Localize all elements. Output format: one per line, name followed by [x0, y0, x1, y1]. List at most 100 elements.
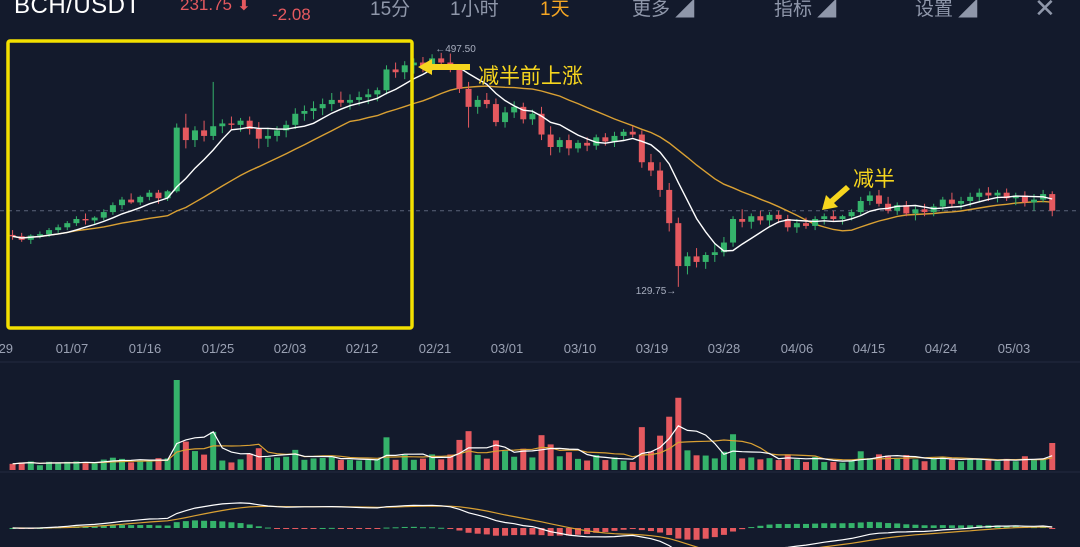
macd-bar [793, 523, 800, 528]
candle [474, 99, 481, 107]
x-tick-label: 03/19 [636, 341, 669, 356]
candle [520, 106, 527, 120]
candle [830, 216, 837, 219]
macd-bar [775, 523, 782, 528]
macd-bar [419, 527, 426, 529]
volume-bar [119, 458, 125, 470]
tab-indicators[interactable]: 指标 ◢ [774, 0, 837, 20]
volume-bar [967, 459, 974, 470]
macd-bar [629, 528, 636, 530]
candle [210, 126, 217, 136]
candle [1003, 192, 1010, 199]
candle [356, 97, 363, 100]
candle [429, 58, 436, 67]
volume-bar [456, 439, 463, 470]
tab-15min[interactable]: 15分 [370, 0, 411, 20]
volume-bar [292, 449, 299, 470]
x-tick-label: 05/03 [998, 341, 1031, 356]
x-tick-label: 01/07 [56, 341, 89, 356]
volume-bar [383, 437, 390, 470]
candle [492, 104, 499, 123]
volume-bar [27, 461, 34, 470]
volume-bar [255, 448, 262, 470]
candle [675, 223, 682, 267]
candle [866, 195, 873, 201]
volume-bar [82, 463, 89, 470]
candle [137, 196, 144, 203]
volume-bar [757, 459, 764, 470]
volume-bar [866, 458, 873, 470]
volume-bar [912, 459, 919, 470]
macd-bar [347, 528, 353, 529]
candle [885, 203, 892, 211]
volume-bar [994, 461, 1001, 470]
macd-bar [757, 525, 764, 528]
candle [821, 216, 828, 219]
macd-bar [803, 523, 809, 528]
volume-bar [529, 457, 536, 470]
macd-bar [875, 522, 882, 528]
close-icon[interactable]: ✕ [1034, 0, 1056, 24]
volume-bar [766, 458, 773, 470]
candle [347, 99, 353, 103]
candle [73, 219, 80, 224]
macd-bar [976, 525, 983, 528]
volume-bar [593, 455, 600, 470]
candle [483, 99, 490, 105]
volume-bar [191, 451, 198, 470]
macd-bar [967, 525, 974, 528]
candle [766, 214, 773, 221]
tab-1hour[interactable]: 1小时 [450, 0, 499, 20]
macd-bar [766, 524, 773, 528]
macd-bar [283, 528, 290, 529]
candle [82, 219, 89, 221]
macd-bar [137, 525, 144, 528]
candle [720, 242, 727, 253]
volume-bar [283, 456, 290, 470]
candle [191, 130, 198, 141]
candle [36, 234, 43, 236]
macd-bar [638, 528, 645, 531]
volume-bar [575, 458, 581, 470]
candle [593, 137, 600, 146]
tab-settings[interactable]: 设置 ◢ [915, 0, 978, 20]
macd-bar [830, 523, 837, 528]
candle [994, 192, 1001, 196]
candle [857, 201, 864, 213]
macd-bar [191, 520, 198, 528]
macd-bar [492, 528, 499, 536]
macd-bar [657, 528, 664, 533]
macd-bar [748, 527, 755, 529]
candle [100, 212, 107, 218]
macd-bar [821, 523, 828, 528]
candle [1031, 199, 1037, 203]
macd-bar [155, 525, 162, 528]
macd-bar [383, 527, 390, 529]
macd-bar [930, 525, 937, 528]
macd-bar [912, 524, 919, 528]
volume-bar [356, 460, 363, 470]
macd-bar [739, 528, 746, 530]
volume-bar [73, 461, 80, 470]
tab-more[interactable]: 更多 ◢ [632, 0, 695, 20]
volume-bar [219, 460, 226, 470]
x-tick-label: 01/16 [129, 341, 162, 356]
candle [967, 196, 974, 201]
candle [310, 108, 317, 111]
candle [283, 124, 290, 131]
pair-symbol: BCH/USDT [14, 0, 141, 19]
macd-bar [556, 528, 563, 536]
macd-bar [164, 525, 171, 528]
volume-bar [848, 460, 855, 470]
high-price-label: ←497.50 [435, 44, 476, 55]
macd-bar [675, 528, 682, 539]
volume-bar [803, 461, 809, 470]
volume-bar [155, 458, 162, 470]
macd-bar [119, 525, 125, 528]
low-price-label: 129.75→ [636, 286, 677, 297]
volume-bar [748, 457, 755, 470]
tab-1day[interactable]: 1天 [540, 0, 570, 20]
macd-bar [410, 526, 417, 528]
macd-bar [885, 523, 892, 528]
